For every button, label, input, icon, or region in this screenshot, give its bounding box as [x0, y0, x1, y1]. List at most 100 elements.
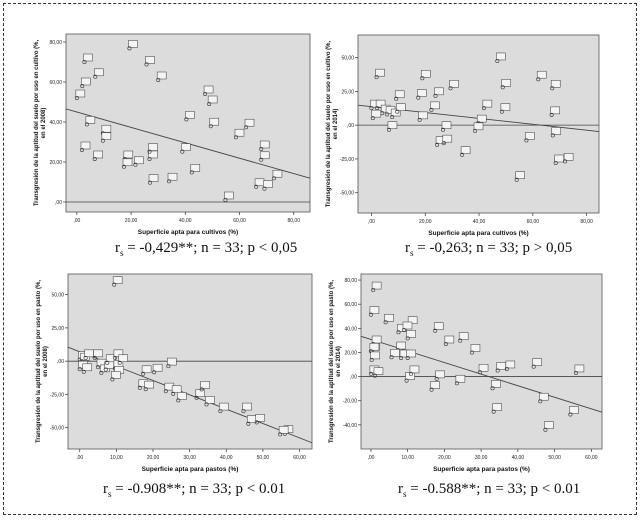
- point-label-box: [118, 354, 128, 363]
- point-label-box: [418, 111, 428, 120]
- point-label-box: [433, 322, 444, 330]
- y-axis-label-line: en el 2008): [41, 108, 47, 139]
- data-point: [199, 387, 204, 392]
- point-label-box: [93, 150, 103, 159]
- x-tick-label: 60,00: [585, 455, 598, 461]
- point-label-box: [550, 80, 561, 88]
- data-point: [443, 341, 448, 346]
- point-label-box: [482, 99, 493, 108]
- point-label-box: [219, 402, 229, 411]
- data-point: [254, 420, 259, 425]
- point-label-box: [259, 151, 270, 160]
- x-tick-label: 60,00: [527, 219, 540, 225]
- point-label-box: [85, 116, 96, 124]
- point-label-box: [111, 371, 121, 379]
- y-axis-label: Transgresión de la aptitud del suelo por…: [36, 280, 49, 443]
- data-point: [405, 336, 410, 341]
- data-point: [141, 371, 146, 376]
- point-label-box: [123, 150, 134, 159]
- point-label-box: [84, 349, 94, 358]
- data-point: [204, 402, 209, 407]
- point-label-box: [148, 150, 158, 159]
- data-point: [92, 157, 97, 162]
- point-label-box: [369, 306, 380, 314]
- scatter-panel-2: ,00 20,00 40,00 60,00 80,00 -50,00 -25,00 ,00 25…: [326, 34, 600, 237]
- y-axis-label-line: Transgresión de la aptitud del suelo por…: [36, 280, 42, 443]
- scatter-panel-3: ,00 10,00 20,00 30,00 40,00 50,00 60,00 -50,00 -…: [36, 273, 313, 473]
- x-tick-label: 80,00: [580, 219, 593, 225]
- point-label-box: [458, 332, 469, 340]
- x-tick-label: 30,00: [475, 455, 488, 461]
- y-tick-label: ,00: [347, 123, 354, 129]
- point-label-box: [476, 114, 487, 123]
- point-label-box: [500, 103, 511, 111]
- data-point: [246, 421, 251, 426]
- data-point: [563, 159, 568, 164]
- point-label-box: [492, 403, 502, 411]
- point-label-box: [430, 101, 440, 110]
- point-label-box: [369, 342, 380, 351]
- data-point: [433, 93, 438, 98]
- point-label-box: [104, 361, 114, 369]
- data-point: [383, 320, 388, 325]
- data-point: [112, 355, 117, 360]
- point-label-box: [525, 132, 535, 140]
- data-point: [531, 364, 536, 369]
- data-point: [241, 409, 246, 414]
- data-point: [440, 127, 445, 132]
- data-point: [105, 360, 110, 365]
- x-tick-label: 60,00: [293, 455, 306, 461]
- point-label-box: [444, 335, 455, 344]
- data-point: [417, 117, 422, 122]
- point-label-box: [371, 281, 382, 290]
- point-label-box: [371, 335, 382, 344]
- data-point: [389, 355, 394, 360]
- point-label-box: [505, 360, 516, 369]
- point-label-box: [402, 321, 413, 330]
- point-label-box: [430, 381, 440, 389]
- data-point: [370, 116, 375, 121]
- point-label-box: [515, 171, 525, 180]
- y-tick-label: 50,00: [51, 293, 64, 299]
- x-tick-label: 10,00: [401, 455, 414, 461]
- x-tick-label: ,00: [367, 455, 374, 461]
- point-label-box: [80, 141, 91, 150]
- y-tick-label: 60,00: [49, 80, 62, 86]
- data-point: [375, 106, 380, 111]
- data-point: [259, 147, 264, 152]
- point-label-box: [122, 158, 133, 167]
- x-axis-label: Superficie apta para cultivos (%): [138, 229, 238, 236]
- data-point: [448, 86, 453, 91]
- point-label-box: [409, 365, 420, 374]
- data-point: [208, 124, 213, 129]
- data-point: [553, 160, 558, 165]
- data-point: [385, 112, 390, 117]
- point-label-box: [244, 118, 255, 127]
- point-label-box: [209, 117, 220, 126]
- point-label-box: [200, 381, 210, 389]
- data-point: [148, 180, 153, 185]
- point-label-box: [144, 380, 154, 389]
- data-point: [543, 427, 548, 432]
- data-point: [369, 357, 374, 362]
- data-point: [473, 128, 478, 133]
- point-label-box: [434, 87, 444, 96]
- data-point: [469, 350, 474, 355]
- y-tick-label: 20,00: [344, 350, 357, 356]
- caption-3: rs = -0.908**; n = 33; p < 0.01: [103, 481, 286, 499]
- data-point: [112, 282, 117, 287]
- point-label-box: [185, 111, 195, 119]
- data-point: [83, 355, 88, 360]
- data-point: [460, 152, 465, 157]
- point-label-box: [167, 172, 178, 181]
- data-point: [82, 59, 87, 64]
- data-point: [536, 77, 541, 82]
- y-axis-label: Transgresión de la aptitud del suelo por…: [326, 40, 339, 207]
- data-point: [92, 355, 97, 360]
- data-point: [374, 75, 379, 80]
- figure-frame: [3, 3, 637, 515]
- x-tick-label: ,00: [76, 455, 83, 461]
- point-label-box: [501, 79, 511, 87]
- data-point: [369, 106, 374, 111]
- point-label-box: [278, 426, 289, 434]
